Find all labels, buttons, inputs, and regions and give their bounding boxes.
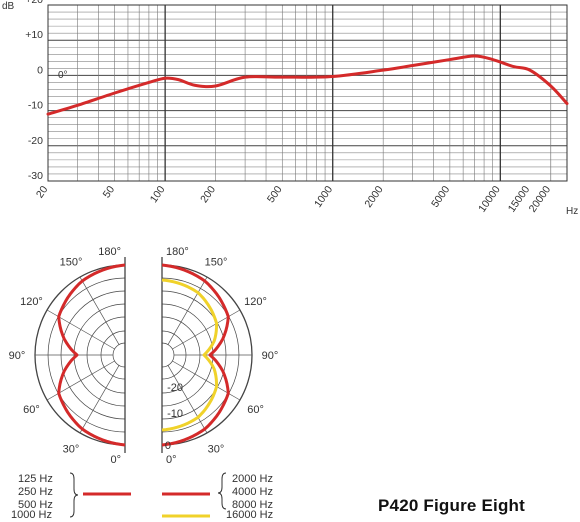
polar-spoke-left: [79, 365, 120, 434]
frequency-response-curve: [46, 54, 569, 116]
db-tick-label: +20: [25, 0, 43, 6]
polar-pattern-chart: 0° 0° 30° 30° 60° 60° 90° 90° 120° 120° 150° 150° 18…: [9, 246, 279, 518]
polar-angle-label: 150°: [205, 256, 228, 268]
polar-curve-right: [161, 263, 230, 447]
legend-label-16000: 16000 Hz: [226, 509, 274, 521]
hz-tick-label: 5000: [429, 184, 452, 210]
polar-curves: [57, 263, 230, 447]
polar-spoke-left: [46, 309, 115, 350]
plot-frame: [47, 4, 568, 182]
db-tick-labels: +20 +10 0 -10 -20 -30: [25, 0, 43, 182]
polar-spoke-right: [167, 365, 208, 434]
polar-angle-label: 120°: [244, 296, 267, 308]
hz-tick-label: 50: [101, 184, 118, 201]
polar-ring-right: [161, 342, 175, 368]
legend-brace-right: [217, 472, 227, 510]
polar-angle-label: 60°: [247, 404, 264, 416]
hz-tick-label: 20000: [527, 184, 554, 215]
legend-marks: [69, 472, 227, 518]
polar-labels: 0° 0° 30° 30° 60° 60° 90° 90° 120° 120° 150° 150° 18…: [9, 246, 279, 466]
model-title: P420 Figure Eight: [378, 496, 525, 515]
polar-grid: [34, 257, 253, 453]
polar-spoke-left: [79, 276, 120, 345]
db-tick-label: -30: [28, 170, 43, 182]
hz-tick-label: 1000: [312, 184, 335, 210]
db-axis-label: dB: [2, 1, 15, 12]
legend-label-8000: 8000 Hz: [232, 499, 273, 511]
hz-axis-label: Hz: [566, 206, 578, 217]
polar-angle-label: 0°: [110, 454, 121, 466]
polar-curve-right: [161, 278, 219, 432]
db-tick-label: +10: [25, 29, 43, 41]
polar-angle-label: 90°: [262, 350, 279, 362]
polar-curve-left: [57, 263, 126, 447]
polar-angle-label: 0°: [166, 454, 177, 466]
legend-brace-left: [69, 472, 79, 518]
polar-db-label: 0: [165, 440, 171, 452]
polar-angle-label: 90°: [9, 350, 26, 362]
polar-angle-label: 30°: [63, 444, 80, 456]
polar-angle-label: 120°: [20, 296, 43, 308]
polar-angle-label: 150°: [60, 256, 83, 268]
legend-label-125: 125 Hz: [18, 473, 53, 485]
polar-spoke-right: [172, 309, 241, 350]
polar-ring-left: [112, 342, 126, 368]
legend-label-4000: 4000 Hz: [232, 486, 273, 498]
legend-label-500: 500 Hz: [18, 499, 53, 511]
frequency-response-chart: +20 +10 0 -10 -20 -30 20 50 100 200 500 1000 2000 50…: [2, 0, 578, 217]
frequency-grid: [47, 4, 568, 182]
hz-tick-label: 200: [198, 184, 218, 205]
polar-angle-label: 180°: [98, 246, 121, 258]
polar-angle-label: 30°: [208, 444, 225, 456]
hz-tick-label: 10000: [476, 184, 503, 215]
hz-tick-label: 500: [265, 184, 285, 205]
polar-db-label: -10: [167, 408, 183, 420]
polar-spoke-left: [46, 360, 115, 401]
hz-tick-label: 100: [148, 184, 168, 205]
legend-label-1000: 1000 Hz: [11, 509, 52, 521]
polar-spoke-right: [172, 360, 241, 401]
zero-degree-annotation: 0°: [58, 70, 68, 81]
hz-tick-label: 20: [34, 184, 51, 201]
polar-db-label: -20: [167, 382, 183, 394]
db-tick-label: -20: [28, 135, 43, 147]
polar-angle-label: 180°: [166, 246, 189, 258]
legend-label-250: 250 Hz: [18, 486, 53, 498]
polar-angle-label: 60°: [23, 404, 40, 416]
db-tick-label: 0: [37, 64, 43, 76]
polar-spoke-right: [167, 276, 208, 345]
hz-tick-label: 2000: [362, 184, 385, 210]
legend-label-2000: 2000 Hz: [232, 473, 273, 485]
db-tick-label: -10: [28, 100, 43, 112]
